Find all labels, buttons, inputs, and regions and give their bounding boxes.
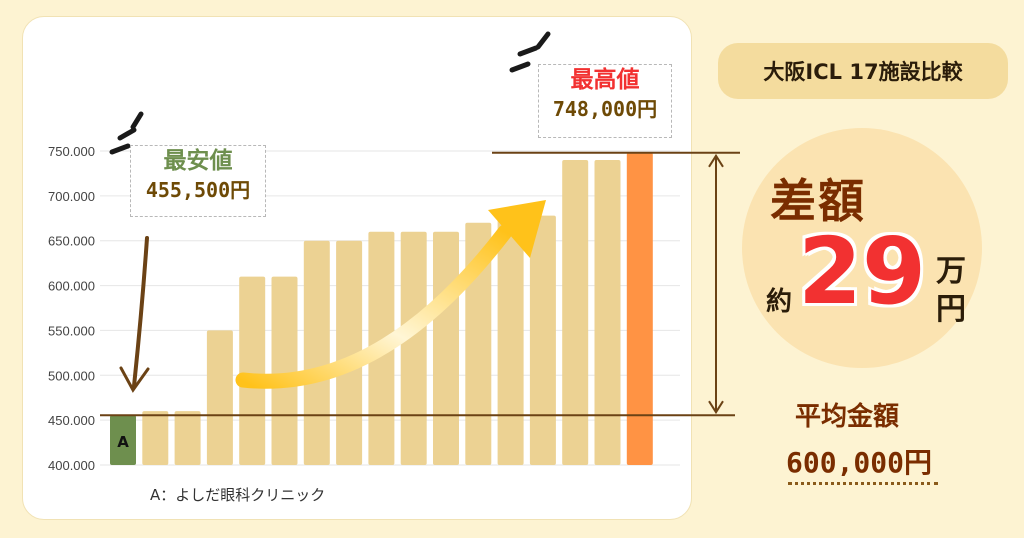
y-tick-label: 650.000 bbox=[48, 234, 95, 249]
max-price-value: 748,000円 bbox=[552, 97, 658, 121]
rising-arrow-body bbox=[235, 224, 513, 389]
difference-number: 29 bbox=[798, 218, 927, 325]
bar bbox=[110, 415, 136, 465]
average-underline bbox=[788, 482, 938, 485]
unit-man: 万 bbox=[936, 254, 966, 289]
y-tick-label: 750.000 bbox=[48, 144, 95, 159]
difference-arrow-head-bottom bbox=[708, 400, 724, 415]
difference-label: 差額 bbox=[770, 174, 866, 228]
max-price-title: 最高値 bbox=[570, 67, 640, 93]
max-price-callout: 最高値 748,000円 bbox=[538, 64, 672, 138]
y-tick-label: 500.000 bbox=[48, 368, 95, 383]
bar-label-a: A bbox=[117, 433, 129, 451]
y-tick-label: 550.000 bbox=[48, 323, 95, 338]
average-label: 平均金額 bbox=[795, 402, 900, 432]
min-price-callout: 最安値 455,500円 bbox=[130, 145, 266, 217]
bar bbox=[497, 218, 524, 465]
bar bbox=[626, 152, 653, 465]
down-arrow-line bbox=[132, 236, 149, 388]
bar bbox=[271, 276, 298, 465]
bar bbox=[303, 240, 330, 465]
footnote: A：よしだ眼科クリニック bbox=[150, 486, 326, 504]
y-tick-label: 600.000 bbox=[48, 279, 95, 294]
bar bbox=[142, 411, 169, 465]
emphasis-marks-min bbox=[109, 111, 144, 155]
difference-circle bbox=[742, 128, 982, 368]
y-tick-label: 700.000 bbox=[48, 189, 95, 204]
bar bbox=[206, 330, 233, 465]
difference-arrow-head-top bbox=[708, 153, 724, 168]
bar bbox=[400, 231, 427, 465]
bar bbox=[336, 240, 363, 465]
y-tick-label: 400.000 bbox=[48, 458, 95, 473]
bar bbox=[594, 159, 621, 465]
y-tick-label: 450.000 bbox=[48, 413, 95, 428]
average-value: 600,000円 bbox=[786, 446, 933, 479]
emphasis-marks-max bbox=[509, 31, 551, 73]
rising-arrow-head bbox=[488, 200, 546, 258]
bar bbox=[529, 215, 556, 465]
title-tag: 大阪ICL 17施設比較 bbox=[718, 43, 1008, 99]
min-price-title: 最安値 bbox=[163, 148, 233, 174]
bar bbox=[433, 231, 459, 465]
unit-en: 円 bbox=[936, 292, 966, 327]
down-arrow-head bbox=[119, 366, 150, 393]
bar bbox=[562, 159, 589, 465]
bar bbox=[174, 411, 201, 465]
bar bbox=[239, 276, 266, 465]
approx-label: 約 bbox=[766, 287, 793, 317]
bar bbox=[465, 222, 492, 465]
min-price-value: 455,500円 bbox=[145, 178, 251, 202]
